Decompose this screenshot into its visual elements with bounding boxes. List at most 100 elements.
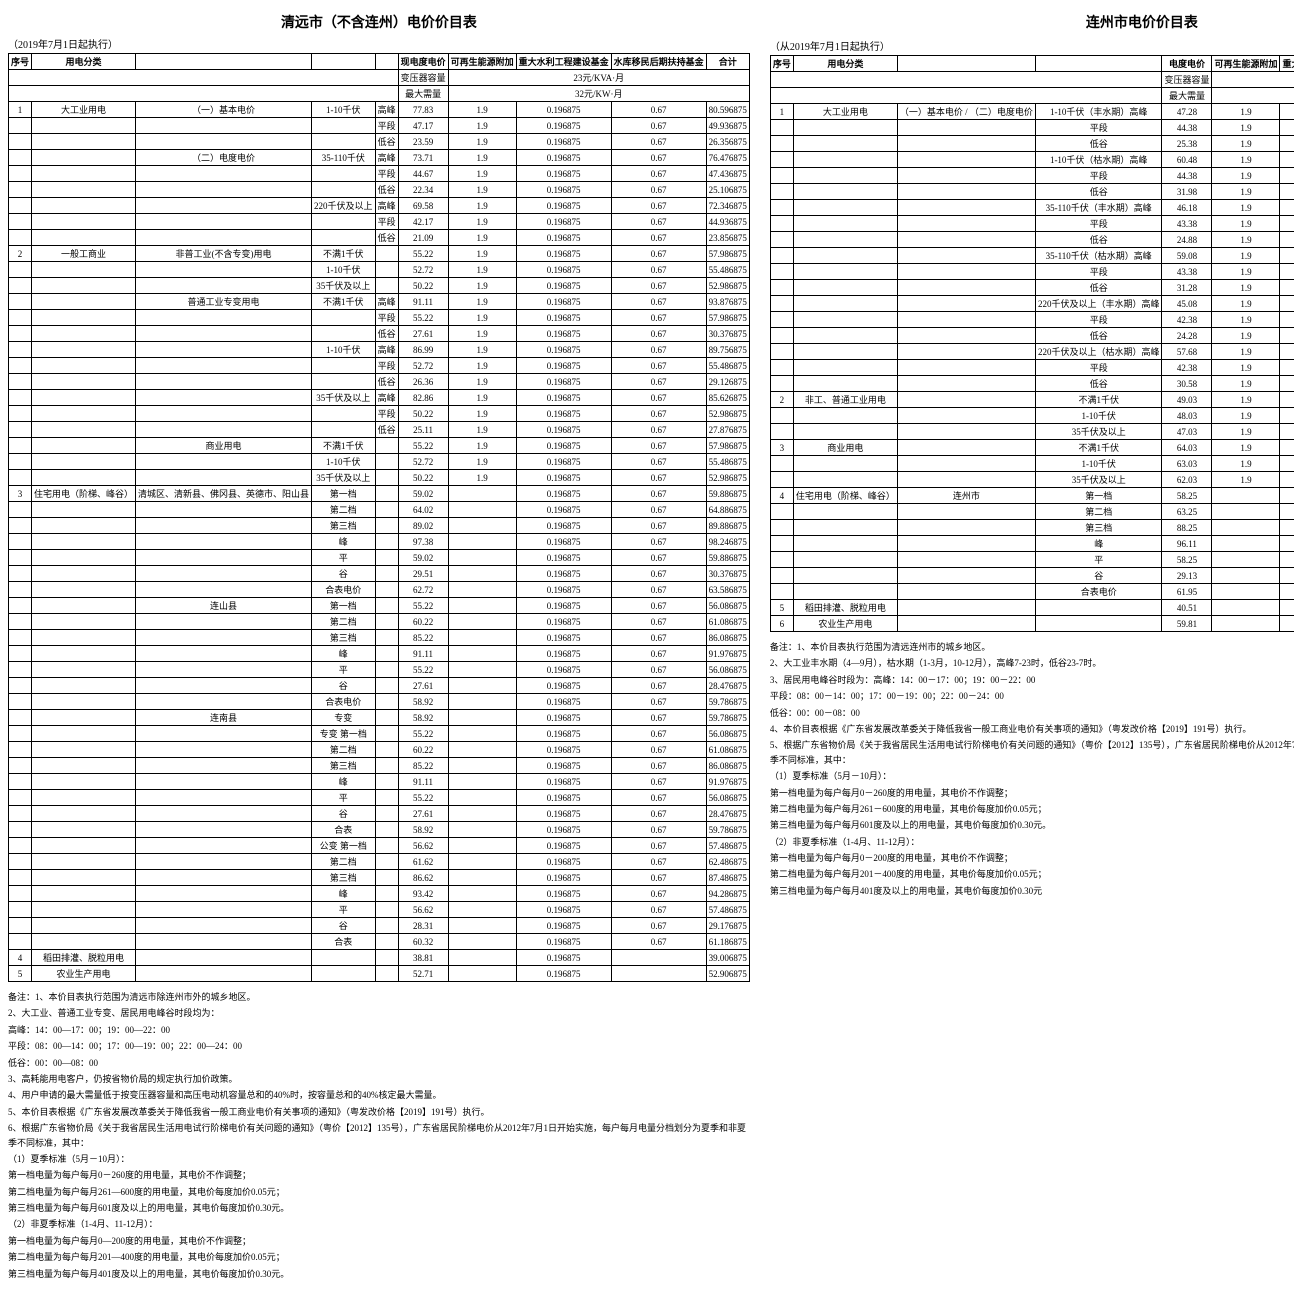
table-row: 1-10千伏63.031.90.1968750.6265.746875 xyxy=(770,456,1294,472)
table-row: 平段47.171.90.1968750.6749.936875 xyxy=(9,118,750,134)
col-header: 重大水利工程建设基金 xyxy=(1280,56,1294,72)
cap-label: 最大需量 xyxy=(398,86,448,102)
table-row: 公变 第一档56.620.1968750.6757.486875 xyxy=(9,838,750,854)
table-row: 1大工业用电（一）基本电价1-10千伏高峰77.831.90.1968750.6… xyxy=(9,102,750,118)
table-row: 低谷25.381.90.1968750.6228.096875 xyxy=(770,136,1294,152)
table-row: 35千伏及以上50.221.90.1968750.6752.986875 xyxy=(9,470,750,486)
table-row: 第二档64.020.1968750.6764.886875 xyxy=(9,502,750,518)
col-header: 序号 xyxy=(9,54,32,70)
cap-label: 变压器容量 xyxy=(398,70,448,86)
table-row: 平56.620.1968750.6757.486875 xyxy=(9,902,750,918)
note-line: 第一档电量为每户每月0－260度的用电量，其电价不作调整； xyxy=(770,786,1294,800)
note-line: 第一档电量为每户每月0—200度的用电量，其电价不作调整； xyxy=(8,1234,750,1248)
table-row: 3住宅用电（阶梯、峰谷）清城区、清新县、佛冈县、英德市、阳山县第一档59.020… xyxy=(9,486,750,502)
table-row: 低谷21.091.90.1968750.6723.856875 xyxy=(9,230,750,246)
note-line: 6、根据广东省物价局《关于我省居民生活用电试行阶梯电价有关问题的通知》（粤价【2… xyxy=(8,1121,750,1150)
note-line: （2）非夏季标准（1-4月、11-12月）： xyxy=(770,835,1294,849)
note-line: 第三档电量为每户每月401度及以上的用电量，其电价每度加价0.30元 xyxy=(770,884,1294,898)
cap-label: 最大需量 xyxy=(1162,88,1212,104)
cap-value: 23元/KVA·月 xyxy=(448,70,749,86)
table-row: 连南县专变58.920.1968750.6759.786875 xyxy=(9,710,750,726)
note-line: 备注：1、本价目表执行范围为清远市除连州市外的城乡地区。 xyxy=(8,990,750,1004)
table-row: 合表电价62.720.1968750.6763.586875 xyxy=(9,582,750,598)
table-row: 合表电价58.920.1968750.6759.786875 xyxy=(9,694,750,710)
note-line: 第二档电量为每户每月201—400度的用电量，其电价每度加价0.05元； xyxy=(8,1250,750,1264)
table-row: 平59.020.1968750.6759.886875 xyxy=(9,550,750,566)
table-row: 低谷24.881.90.1968750.6227.596875 xyxy=(770,232,1294,248)
note-line: 2、大工业丰水期（4—9月），枯水期（1-3月，10-12月），高峰7-23时，… xyxy=(770,656,1294,670)
note-line: 高峰：14：00—17：00；19：00—22：00 xyxy=(8,1023,750,1037)
table-row: 平段44.381.90.1968750.6247.096875 xyxy=(770,120,1294,136)
col-header: 可再生能源附加 xyxy=(1212,56,1280,72)
table-row: 低谷23.591.90.1968750.6726.356875 xyxy=(9,134,750,150)
table-row: 35千伏及以上50.221.90.1968750.6752.986875 xyxy=(9,278,750,294)
table-row: 5稻田排灌、脱粒用电40.510.19687540.706875 xyxy=(770,600,1294,616)
table-row: 2一般工商业非普工业(不含专变)用电不满1千伏55.221.90.1968750… xyxy=(9,246,750,262)
right-effective: （从2019年7月1日起执行） xyxy=(770,38,890,53)
table-row: 平段52.721.90.1968750.6755.486875 xyxy=(9,358,750,374)
table-row: 合表60.320.1968750.6761.186875 xyxy=(9,934,750,950)
cap-value: 32元/KW·月 xyxy=(448,86,749,102)
left-table: 序号用电分类现电度电价可再生能源附加重大水利工程建设基金水库移民后期扶持基金合计… xyxy=(8,53,750,982)
table-row: 峰93.420.1968750.6794.286875 xyxy=(9,886,750,902)
note-line: （1）夏季标准（5月－10月）： xyxy=(770,769,1294,783)
table-row: 1-10千伏48.031.90.1968750.6250.746875 xyxy=(770,408,1294,424)
note-line: 4、用户申请的最大需量低于按变压器容量和高压电动机容量总和的40%时，按容量总和… xyxy=(8,1088,750,1102)
table-row: 第三档88.250.1968750.6789.116875 xyxy=(770,520,1294,536)
table-row: 合表58.920.1968750.6759.786875 xyxy=(9,822,750,838)
note-line: （1）夏季标准（5月－10月）： xyxy=(8,1152,750,1166)
table-row: 峰97.380.1968750.6798.246875 xyxy=(9,534,750,550)
note-line: 平段：08：00－14：00；17：00－19：00；22：00－24：00 xyxy=(770,689,1294,703)
table-row: 1-10千伏52.721.90.1968750.6755.486875 xyxy=(9,262,750,278)
note-line: 第一档电量为每户每月0－260度的用电量，其电价不作调整； xyxy=(8,1168,750,1182)
table-row: 峰96.110.1968750.6796.976875 xyxy=(770,536,1294,552)
right-table: 序号用电分类电度电价可再生能源附加重大水利工程建设基金水库移民后期扶持基金合计 … xyxy=(770,55,1294,632)
table-row: 第二档63.250.1968750.6764.116875 xyxy=(770,504,1294,520)
col-header: 可再生能源附加 xyxy=(448,54,516,70)
table-row: 谷28.310.1968750.6729.176875 xyxy=(9,918,750,934)
table-row: 第三档89.020.1968750.6789.886875 xyxy=(9,518,750,534)
right-panel: 连州市电价价目表 （从2019年7月1日起执行） 单位：分/千瓦时（含税） 序号… xyxy=(770,8,1294,1283)
table-row: 平段42.381.90.1968750.6245.096875 xyxy=(770,360,1294,376)
table-row: 2非工、普通工业用电不满1千伏49.031.90.1968750.6251.74… xyxy=(770,392,1294,408)
table-row: 35千伏及以上47.031.90.1968750.6249.746875 xyxy=(770,424,1294,440)
table-row: 220千伏及以上（枯水期）高峰57.681.90.1968750.6260.39… xyxy=(770,344,1294,360)
table-row: 低谷31.281.90.1968750.6233.996875 xyxy=(770,280,1294,296)
left-notes: 备注：1、本价目表执行范围为清远市除连州市外的城乡地区。 2、大工业、普通工业专变… xyxy=(8,990,750,1281)
note-line: 3、居民用电峰谷时段为：高峰：14：00－17：00；19：00－22：00 xyxy=(770,673,1294,687)
note-line: 第三档电量为每户每月601度及以上的用电量，其电价每度加价0.30元。 xyxy=(770,818,1294,832)
left-title: 清远市（不含连州）电价价目表 xyxy=(8,12,750,32)
table-row: 平段42.171.90.1968750.6744.936875 xyxy=(9,214,750,230)
table-row: 平段50.221.90.1968750.6752.986875 xyxy=(9,406,750,422)
note-line: 2、大工业、普通工业专变、居民用电峰谷时段均为： xyxy=(8,1006,750,1020)
table-row: 低谷30.581.90.1968750.6233.296875 xyxy=(770,376,1294,392)
note-line: 3、高耗能用电客户，仍按省物价局的规定执行加价政策。 xyxy=(8,1072,750,1086)
table-row: 1-10千伏52.721.90.1968750.6755.486875 xyxy=(9,454,750,470)
cap-value: 14元/KVA·月 xyxy=(1212,72,1294,88)
table-row: 第三档85.220.1968750.6786.086875 xyxy=(9,630,750,646)
note-line: 4、本价目表根据《广东省发展改革委关于降低我省一般工商业电价有关事项的通知》（粤… xyxy=(770,722,1294,736)
table-row: 专变 第一档55.220.1968750.6756.086875 xyxy=(9,726,750,742)
table-row: 平55.220.1968750.6756.086875 xyxy=(9,790,750,806)
note-line: 5、根据广东省物价局《关于我省居民生活用电试行阶梯电价有关问题的通知》（粤价【2… xyxy=(770,738,1294,767)
table-row: 第二档60.220.1968750.6761.086875 xyxy=(9,742,750,758)
table-row: 平段55.221.90.1968750.6757.986875 xyxy=(9,310,750,326)
table-row: 第二档61.620.1968750.6762.486875 xyxy=(9,854,750,870)
right-notes: 备注：1、本价目表执行范围为清远连州市的城乡地区。2、大工业丰水期（4—9月），… xyxy=(770,640,1294,898)
col-header: 用电分类 xyxy=(32,54,136,70)
table-row: 第二档60.220.1968750.6761.086875 xyxy=(9,614,750,630)
table-row: 谷27.610.1968750.6728.476875 xyxy=(9,678,750,694)
col-header: 重大水利工程建设基金 xyxy=(516,54,611,70)
table-row: 35千伏及以上高峰82.861.90.1968750.6785.626875 xyxy=(9,390,750,406)
col-header xyxy=(375,54,398,70)
table-row: （二）电度电价35-110千伏高峰73.711.90.1968750.6776.… xyxy=(9,150,750,166)
note-line: 第二档电量为每户每月201－400度的用电量，其电价每度加价0.05元； xyxy=(770,867,1294,881)
table-row: 35-110千伏（枯水期）高峰59.081.90.1968750.6261.79… xyxy=(770,248,1294,264)
table-row: 平段42.381.90.1968750.6245.096875 xyxy=(770,312,1294,328)
note-line: 第二档电量为每户每月261—600度的用电量，其电价每度加价0.05元； xyxy=(8,1185,750,1199)
col-header: 水库移民后期扶持基金 xyxy=(611,54,706,70)
table-row: 连山县第一档55.220.1968750.6756.086875 xyxy=(9,598,750,614)
table-row: 低谷31.981.90.1968750.6234.696875 xyxy=(770,184,1294,200)
table-row: 1-10千伏（枯水期）高峰60.481.90.1968750.6263.1968… xyxy=(770,152,1294,168)
table-row: 第三档86.620.1968750.6787.486875 xyxy=(9,870,750,886)
